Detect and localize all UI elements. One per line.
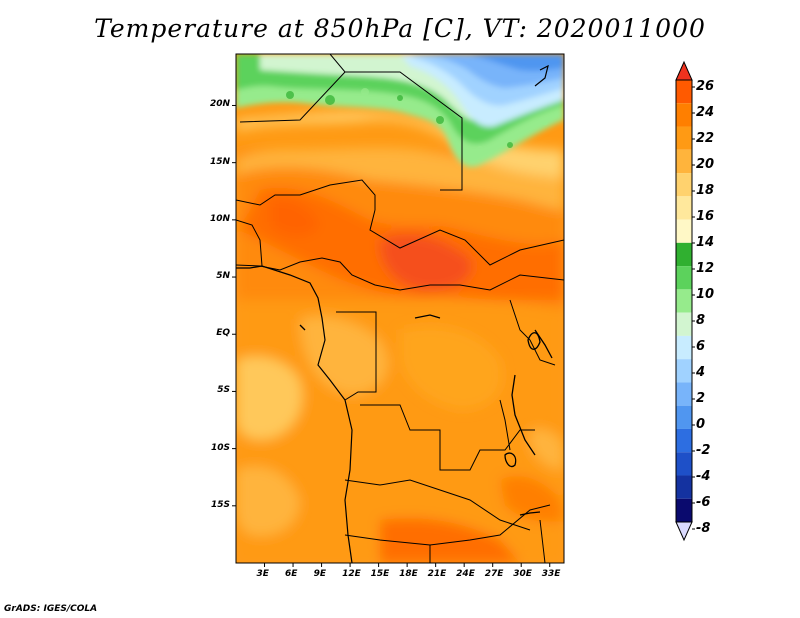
lat-tick-label: 20N — [209, 99, 230, 110]
colorbar-swatch — [676, 289, 692, 313]
plot-frame — [235, 53, 565, 564]
lat-tick-label: 5N — [216, 271, 230, 282]
colorbar-swatch — [676, 475, 692, 499]
lon-tick-label: 15E — [370, 569, 390, 579]
colorbar-swatch — [676, 335, 692, 360]
lat-tick-label: EQ — [216, 328, 230, 339]
colorbar-swatch — [676, 428, 692, 453]
colorbar-label: 16 — [696, 209, 715, 224]
colorbar-label: 20 — [696, 157, 715, 172]
colorbar-label: -4 — [696, 469, 711, 484]
lon-tick-label: 21E — [427, 569, 447, 579]
lon-tick-label: 27E — [484, 569, 504, 579]
colorbar-swatch — [676, 405, 692, 429]
colorbar-label: 10 — [696, 287, 715, 302]
temperature-field — [236, 54, 564, 563]
lon-tick-label: 12E — [342, 569, 361, 579]
lon-tick-label: 18E — [399, 569, 418, 579]
colorbar-label: 24 — [696, 105, 715, 120]
colorbar-swatch — [676, 382, 692, 406]
lon-tick-label: 9E — [313, 569, 326, 579]
colorbar-label: 0 — [696, 417, 706, 432]
colorbar-label: 12 — [696, 261, 715, 276]
lakes — [299, 314, 553, 516]
colorbar-label: -2 — [696, 443, 711, 458]
lat-tick-label: 10S — [210, 442, 230, 453]
colorbar-top-arrow — [675, 60, 693, 81]
page-title: Temperature at 850hPa [C], VT: 202001100… — [94, 14, 706, 43]
lat-tick-label: 15N — [209, 156, 230, 167]
colorbar-swatch — [676, 498, 692, 522]
lat-tick-label: 5S — [217, 385, 230, 396]
colorbar-label: 4 — [696, 365, 706, 380]
lon-tick-label: 33E — [541, 569, 561, 579]
coastline — [236, 64, 549, 563]
colorbar-swatch — [676, 242, 692, 267]
colorbar-label: -8 — [696, 521, 711, 536]
colorbar-swatch — [676, 80, 692, 104]
colorbar-label: 8 — [696, 313, 706, 328]
lat-tick-marks — [232, 104, 236, 507]
colorbar-label: 26 — [696, 79, 715, 94]
lon-tick-marks — [264, 563, 551, 567]
colorbar-label: 2 — [696, 391, 706, 406]
lon-tick-label: 24E — [456, 569, 475, 579]
lon-tick-label: 6E — [285, 569, 298, 579]
grads-credit: GrADS: IGES/COLA — [4, 604, 98, 614]
colorbar-label: 6 — [696, 339, 706, 354]
colorbar-label: 18 — [696, 183, 715, 198]
country-borders — [236, 54, 564, 563]
colorbar-swatch — [676, 266, 692, 290]
lat-tick-label: 10N — [209, 213, 230, 224]
colorbar-swatch — [676, 149, 692, 174]
lon-tick-label: 30E — [513, 569, 532, 579]
colorbar-swatch — [676, 173, 692, 197]
lon-tick-label: 3E — [256, 569, 269, 579]
colorbar-swatch — [676, 452, 692, 476]
colorbar-label: 22 — [696, 131, 715, 146]
colorbar-bottom-arrow — [675, 521, 693, 542]
colorbar — [675, 60, 695, 542]
colorbar-swatch — [676, 196, 692, 220]
colorbar-swatch — [676, 103, 692, 127]
lat-tick-label: 15S — [210, 499, 230, 510]
colorbar-swatch — [676, 359, 692, 383]
colorbar-label: -6 — [696, 495, 711, 510]
colorbar-swatch — [676, 219, 692, 243]
colorbar-swatch — [676, 126, 692, 150]
colorbar-swatch — [676, 312, 692, 336]
colorbar-label: 14 — [696, 235, 715, 250]
